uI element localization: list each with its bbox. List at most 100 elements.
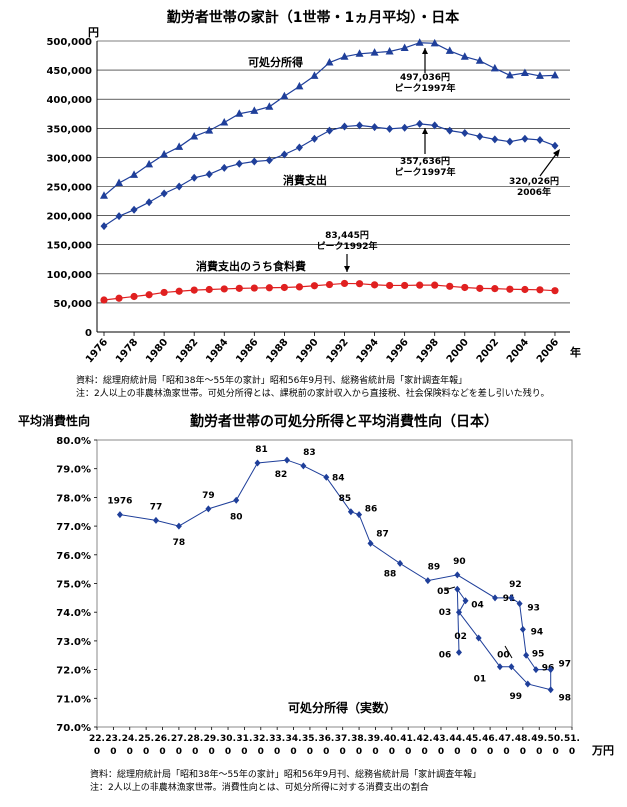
chart2-point [300, 462, 307, 470]
chart1-point [130, 205, 138, 214]
chart2-point [367, 539, 374, 547]
chart2-point [356, 511, 363, 519]
chart1-point [190, 286, 198, 294]
chart1-point [325, 126, 333, 135]
chart1-point [205, 126, 214, 134]
chart2-y-tick-label: 72.0% [56, 666, 91, 677]
chart2-point [454, 571, 461, 579]
chart2-point-label: 97 [558, 660, 571, 670]
chart1-y-tick-label: 300,000 [46, 153, 92, 164]
chart1-annotation: 357,636円 [400, 156, 450, 167]
chart2-x-tick-label: 32. [253, 734, 269, 744]
chart1-point [340, 52, 349, 60]
chart1-y-tick-label: 350,000 [46, 124, 92, 135]
chart2-x-tick-label: 23. [105, 734, 121, 744]
chart2-y-tick-label: 80.0% [56, 436, 91, 447]
chart1-annotation-arrowhead [422, 48, 428, 54]
chart2-x-tick-label: 33. [269, 734, 285, 744]
chart1-point [160, 288, 168, 297]
chart1-y-tick-label: 500,000 [46, 37, 92, 48]
chart2-point [462, 597, 469, 605]
chart2-x-tick-label-decimal: 0 [225, 747, 231, 757]
chart1-point [520, 68, 529, 77]
chart1-point [430, 38, 439, 47]
chart1-point [250, 284, 258, 292]
chart2-point [508, 663, 515, 671]
chart2-point-label: 02 [454, 632, 467, 642]
chart1-point [205, 170, 213, 179]
chart2-x-tick-label: 45. [466, 734, 482, 744]
chart2-point [547, 666, 554, 674]
chart2-point [523, 651, 530, 659]
chart2-x-tick-label: 34. [286, 734, 302, 744]
chart1-point [310, 71, 319, 79]
chart2-point [516, 600, 523, 608]
chart1-point [115, 178, 124, 187]
chart1-point [521, 285, 529, 294]
chart2-x-tick-label-decimal: 0 [94, 747, 100, 757]
chart1-point [205, 285, 213, 294]
chart1-point [295, 81, 304, 90]
chart2-point [454, 585, 461, 593]
chart2-x-tick-label: 42. [417, 734, 433, 744]
chart2-y-tick-label: 79.0% [56, 465, 91, 476]
chart1-point [475, 56, 484, 64]
chart2-point-label: 04 [471, 601, 484, 611]
chart2-x-tick-label: 24. [122, 734, 138, 744]
chart1-y-tick-label: 450,000 [46, 66, 92, 77]
chart1-series-label: 可処分所得 [248, 55, 303, 69]
chart2-point-label: 90 [453, 557, 466, 567]
chart1-point [460, 52, 469, 60]
chart2-point [116, 511, 123, 519]
chart2-x-tick-label-decimal: 0 [372, 747, 378, 757]
chart1-annotation-arrowhead [422, 128, 428, 134]
chart1-point [295, 143, 303, 152]
chart2-x-tick-label-decimal: 0 [471, 747, 477, 757]
chart1-point [431, 281, 439, 289]
chart1-point [235, 109, 244, 117]
chart1-annotation: 497,036円 [400, 72, 450, 83]
chart2-point-label: 93 [527, 604, 540, 614]
chart2-y-label: 平均消費性向 [18, 413, 90, 428]
chart2-point [475, 634, 482, 642]
chart2-path-line [119, 459, 552, 691]
chart1-point [536, 135, 544, 144]
chart2-x-tick-label-decimal: 0 [389, 747, 395, 757]
chart2-source-note: 資料：総理府統計局「昭和38年～55年の家計」昭和56年9月刊、総務省統計局「家… [90, 770, 482, 780]
chart2-point-label: 01 [474, 675, 487, 685]
chart2-point [205, 505, 212, 513]
chart2-y-tick-label: 71.0% [56, 694, 91, 705]
chart2-x-tick-label: 37. [335, 734, 351, 744]
chart2-point-label: 98 [558, 694, 571, 704]
chart2-y-tick-label: 77.0% [56, 522, 91, 533]
chart2-x-tick-label: 30. [220, 734, 236, 744]
chart2-x-tick-label-decimal: 0 [159, 747, 165, 757]
chart2-point-label: 99 [510, 692, 523, 702]
chart2-x-tick-label: 46. [482, 734, 498, 744]
chart2-point [519, 625, 526, 633]
chart2-x-tick-label-decimal: 0 [454, 747, 460, 757]
chart1-point [416, 281, 424, 289]
chart2-label-arrow [444, 586, 456, 591]
chart2-point [284, 456, 290, 464]
chart2-point-label: 80 [230, 512, 243, 522]
chart1-point [341, 122, 349, 131]
chart2-point-label: 03 [439, 608, 452, 618]
chart1-point [505, 70, 514, 79]
chart1-point [175, 142, 184, 150]
chart2-y-tick-label: 78.0% [56, 493, 91, 504]
chart2-point-label: 92 [509, 580, 522, 590]
chart1-point [220, 285, 228, 293]
chart1-annotation-arrowhead [553, 149, 560, 157]
chart2-point [532, 666, 539, 674]
chart1-point [401, 281, 409, 290]
chart1-point [370, 281, 379, 289]
chart2-x-tick-label-decimal: 0 [241, 747, 247, 757]
chart1-point [175, 287, 183, 295]
chart2-x-tick-label-decimal: 0 [290, 747, 296, 757]
chart2-point [508, 594, 515, 602]
chart1-point [295, 283, 304, 291]
chart1-point [445, 46, 454, 54]
